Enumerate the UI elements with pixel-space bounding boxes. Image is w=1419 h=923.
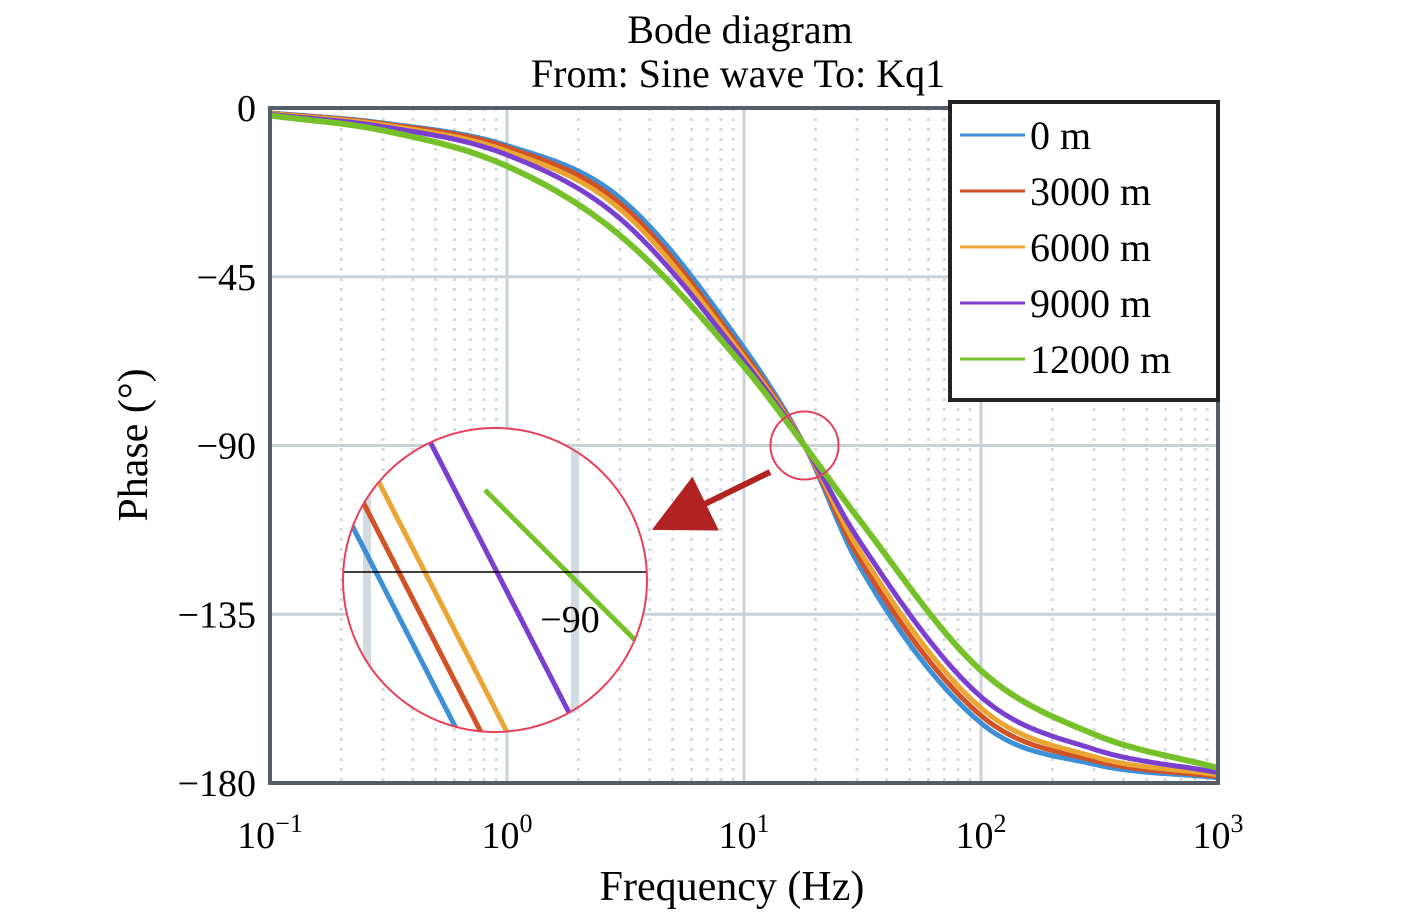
- x-axis-label: Frequency (Hz): [600, 864, 865, 910]
- legend-label: 6000 m: [1030, 225, 1151, 270]
- inset-line-3000-m: [343, 428, 496, 732]
- y-axis-label: Phase (°): [111, 368, 157, 521]
- series-line-12000-m: [270, 112, 1218, 771]
- y-tick-labels: 0 −45 −90 −135 −180: [178, 88, 256, 805]
- inset-line-0-m: [343, 428, 473, 732]
- series-line-9000-m: [270, 111, 1218, 775]
- chart-subtitle: From: Sine wave To: Kq1: [531, 51, 945, 96]
- inset-circle: [342, 427, 648, 733]
- series-lines: [270, 110, 1218, 781]
- x-tick-label: 10−1: [237, 809, 303, 857]
- chart-title: Bode diagram: [627, 7, 853, 52]
- y-tick-label: −90: [197, 426, 256, 468]
- series-clip-group: [270, 110, 1218, 781]
- x-tick-label: 103: [1193, 809, 1244, 857]
- x-tick-label: 102: [956, 809, 1007, 857]
- x-tick-label: 100: [482, 809, 533, 857]
- inset-label: −90: [540, 599, 599, 641]
- y-tick-label: −45: [197, 257, 256, 299]
- x-tick-label: 101: [719, 809, 770, 857]
- legend-box: [948, 100, 1220, 402]
- zoom-inset: −90: [342, 410, 840, 733]
- legend: 0 m 3000 m 6000 m 9000 m 12000 m: [948, 100, 1220, 402]
- inset-line-9000-m: [408, 428, 594, 732]
- legend-label: 3000 m: [1030, 169, 1151, 214]
- zoom-arrow: [651, 469, 772, 531]
- zoom-source-circle: [769, 410, 840, 481]
- y-tick-label: 0: [237, 88, 256, 130]
- plot-frame: [268, 106, 1220, 785]
- y-tick-label: −180: [178, 763, 256, 805]
- x-tick-labels: 10−1 100 101 102 103: [237, 809, 1243, 857]
- legend-label: 12000 m: [1030, 337, 1171, 382]
- legend-label: 0 m: [1030, 113, 1091, 158]
- y-tick-label: −135: [178, 594, 256, 636]
- legend-label: 9000 m: [1030, 281, 1151, 326]
- inset-background: [343, 428, 647, 732]
